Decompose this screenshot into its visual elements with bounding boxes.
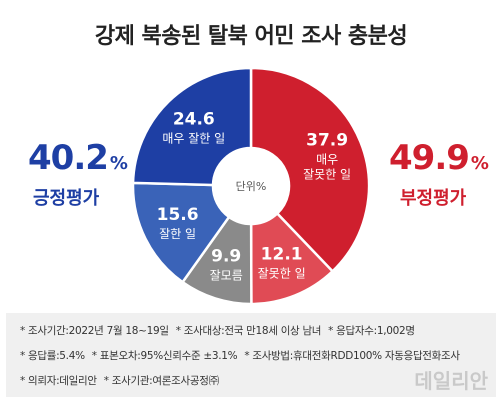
watermark-logo: 데일리안 [414,369,488,393]
donut-center [214,149,288,223]
note-line: * 조사기간:2022년 7월 18~19일 * 조사대상:전국 만18세 이상 … [20,323,422,338]
negative-percent-value: 49.9 [389,138,470,178]
slice-value-label: 9.9 [211,247,241,267]
donut-slice-4 [131,66,253,187]
slice-category-label: 잘못한 일 [258,267,306,281]
slice-category-label: 매우 [316,152,338,166]
positive-percent: 40.2% [28,138,128,178]
slice-category-label: 잘못한 일 [303,167,351,181]
slice-value-label: 15.6 [157,205,199,225]
note-item: * 응답자수:1,002명 [328,325,415,337]
positive-percent-unit: % [109,153,128,174]
positive-label: 긍정평가 [33,188,100,209]
slice-category-label: 매우 잘한 일 [162,132,225,146]
note-line: * 응답률:5.4% * 표본오차:95%신뢰수준 ±3.1% * 조사방법:휴대전… [20,348,467,363]
note-item: * 조사방법:휴대전화RDD100% 자동응답전화조사 [244,350,460,362]
slice-value-label: 12.1 [261,245,303,265]
note-item: * 조사기관:여론조사공정㈜ [103,375,219,387]
note-item: * 표본오차:95%신뢰수준 ±3.1% [91,350,238,362]
donut-slice-3 [131,181,231,284]
survey-notes: * 조사기간:2022년 7월 18~19일 * 조사대상:전국 만18세 이상 … [6,313,496,397]
note-item: * 의뢰자:데일리안 [20,375,97,387]
negative-percent-unit: % [470,153,489,174]
slice-category-label: 잘모름 [210,269,243,283]
donut-slice-0 [249,66,371,274]
note-item: * 응답률:5.4% [20,350,85,362]
negative-label: 부정평가 [400,188,467,209]
chart-title: 강제 북송된 탈북 어민 조사 충분성 [94,24,408,49]
slice-value-label: 24.6 [173,110,215,130]
positive-percent-value: 40.2 [28,138,109,178]
note-item: * 조사대상:전국 만18세 이상 남녀 [175,325,322,337]
note-line: * 의뢰자:데일리안 * 조사기관:여론조사공정㈜ [20,373,226,388]
note-item: * 조사기간:2022년 7월 18~19일 [20,325,169,337]
negative-percent: 49.9% [389,138,489,178]
unit-label: 단위% [236,180,267,193]
slice-category-label: 잘한 일 [159,227,196,241]
slice-value-label: 37.9 [306,130,348,150]
